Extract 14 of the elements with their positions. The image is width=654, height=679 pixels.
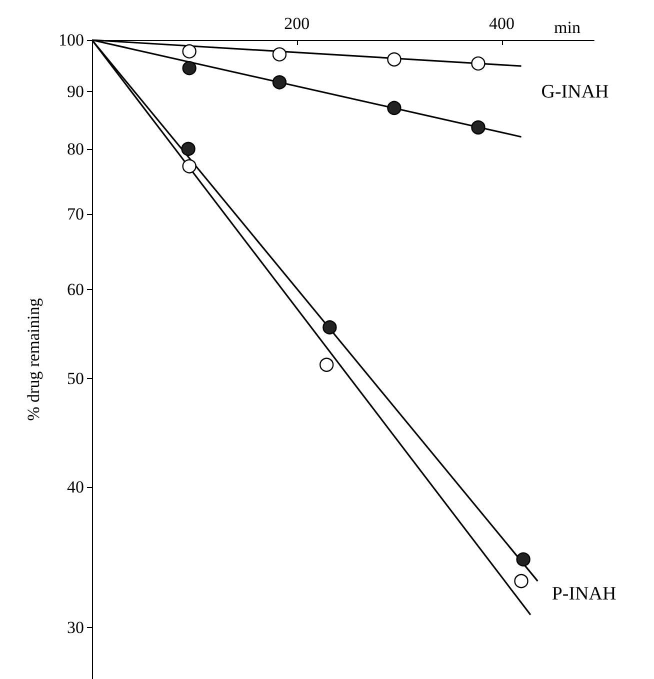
x-tick-label: 200 — [284, 14, 310, 33]
y-tick-label: 100 — [58, 30, 84, 50]
x-tick-label: 400 — [489, 14, 515, 33]
y-axis-title: % drug remaining — [24, 298, 43, 421]
y-tick-label: 50 — [67, 368, 84, 388]
annotation: G-INAH — [541, 82, 610, 102]
y-tick-label: 30 — [67, 618, 84, 638]
y-tick-label: 80 — [67, 139, 84, 158]
y-tick-label: 90 — [67, 82, 84, 101]
y-tick-label: 40 — [67, 478, 84, 497]
y-tick-label: 60 — [67, 280, 84, 299]
y-tick-label: 70 — [67, 204, 84, 224]
x-axis-title: min — [554, 18, 581, 37]
annotation: P-INAH — [552, 584, 616, 604]
